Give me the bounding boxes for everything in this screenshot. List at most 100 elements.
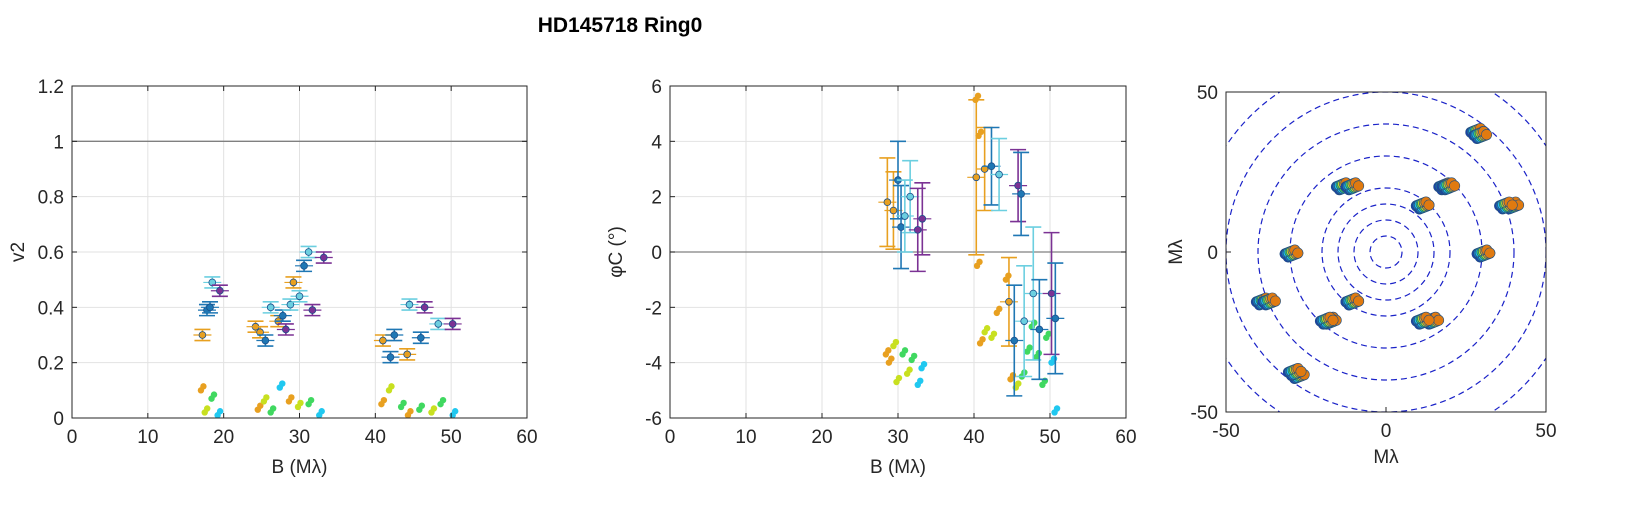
x-tick-label: 40 (963, 427, 984, 448)
uv-point (1481, 129, 1493, 141)
model-point (297, 399, 304, 407)
data-point (266, 303, 275, 312)
model-point (885, 347, 892, 354)
x-tick-label: 30 (289, 427, 310, 448)
y-tick-label: 4 (651, 132, 662, 153)
data-point (417, 333, 425, 342)
radius-circle (1353, 219, 1419, 285)
data-point (216, 286, 224, 295)
model-point (216, 408, 224, 415)
model-point (1045, 330, 1052, 337)
uv-point (1506, 199, 1518, 211)
data-point (261, 336, 270, 345)
model-point (407, 408, 414, 415)
uv-cluster (1410, 311, 1435, 330)
data-point (1010, 336, 1019, 345)
model-point (279, 380, 286, 387)
data-point (913, 226, 922, 234)
uv-point (1433, 314, 1445, 326)
data-point (980, 165, 989, 173)
uv-point (1292, 247, 1304, 259)
radius-circle (1369, 235, 1403, 269)
model-point (388, 383, 395, 390)
x-tick-label: -50 (1212, 421, 1239, 442)
y-tick-label: 1 (53, 132, 64, 153)
uv-cluster (1436, 177, 1461, 196)
data-point (279, 311, 287, 320)
model-point (263, 394, 270, 401)
data-point (1051, 314, 1060, 323)
model-point (200, 383, 207, 390)
model-point (1050, 355, 1058, 362)
panel-2 (1225, 91, 1547, 413)
model-point (307, 396, 315, 404)
y-tick-label: 0.4 (38, 298, 65, 319)
uv-point (1353, 180, 1365, 192)
model-point (917, 377, 924, 384)
radius-circle (1257, 123, 1515, 381)
data-point (198, 331, 207, 339)
data-point (319, 253, 328, 262)
x-tick-label: 50 (1039, 427, 1060, 448)
uv-cluster (1340, 177, 1365, 196)
model-point (451, 408, 459, 415)
x-tick-label: 50 (441, 427, 462, 448)
x-tick-label: 30 (887, 427, 908, 448)
uv-point (1423, 314, 1435, 326)
model-point (210, 391, 218, 398)
radius-circle (1337, 203, 1435, 301)
model-point (977, 128, 985, 135)
x-tick-label: 60 (1115, 427, 1136, 448)
model-point (979, 336, 986, 343)
model-point (910, 352, 918, 360)
data-point (295, 292, 304, 301)
data-point (379, 336, 387, 345)
x-tick-label: 20 (213, 427, 234, 448)
data-point (918, 215, 927, 223)
panel-0 (71, 85, 528, 419)
data-point (1020, 317, 1028, 325)
y-tick-label: 0 (53, 409, 64, 430)
data-point (434, 320, 443, 328)
model-point (983, 325, 991, 332)
data-point (901, 212, 909, 220)
uv-point (1423, 199, 1435, 211)
x-axis-label: B (Mλ) (272, 457, 328, 478)
model-point (996, 305, 1003, 313)
x-tick-label: 60 (516, 427, 537, 448)
data-point (1005, 297, 1013, 306)
data-point (1017, 190, 1025, 198)
model-point (269, 405, 277, 412)
data-point (206, 303, 214, 312)
model-point (976, 258, 983, 266)
y-tick-label: 50 (1197, 83, 1218, 104)
y-tick-label: 0.8 (38, 188, 64, 209)
model-point (400, 399, 407, 407)
x-tick-label: 10 (735, 427, 756, 448)
y-tick-label: -50 (1191, 403, 1218, 424)
x-tick-label: 0 (1381, 421, 1392, 442)
uv-point (1484, 247, 1496, 259)
data-point (308, 306, 317, 314)
y-tick-label: 0 (1207, 243, 1218, 264)
y-tick-label: -4 (645, 354, 662, 375)
uv-cluster (1279, 244, 1304, 263)
model-point (418, 402, 426, 409)
y-axis-label: v2 (8, 242, 29, 262)
uv-cluster (1314, 311, 1339, 330)
data-point (403, 350, 411, 359)
model-point (888, 355, 895, 362)
x-tick-label: 50 (1535, 421, 1556, 442)
uv-content (1226, 92, 1546, 412)
x-tick-label: 40 (365, 427, 386, 448)
model-point (257, 402, 264, 409)
model-point (204, 405, 211, 412)
model-point (1015, 380, 1022, 387)
data-point (448, 320, 457, 328)
x-tick-label: 10 (137, 427, 158, 448)
panel-1 (669, 85, 1127, 419)
y-tick-label: 1.2 (38, 77, 64, 98)
data-point (972, 173, 981, 182)
y-tick-label: 0.2 (38, 354, 64, 375)
